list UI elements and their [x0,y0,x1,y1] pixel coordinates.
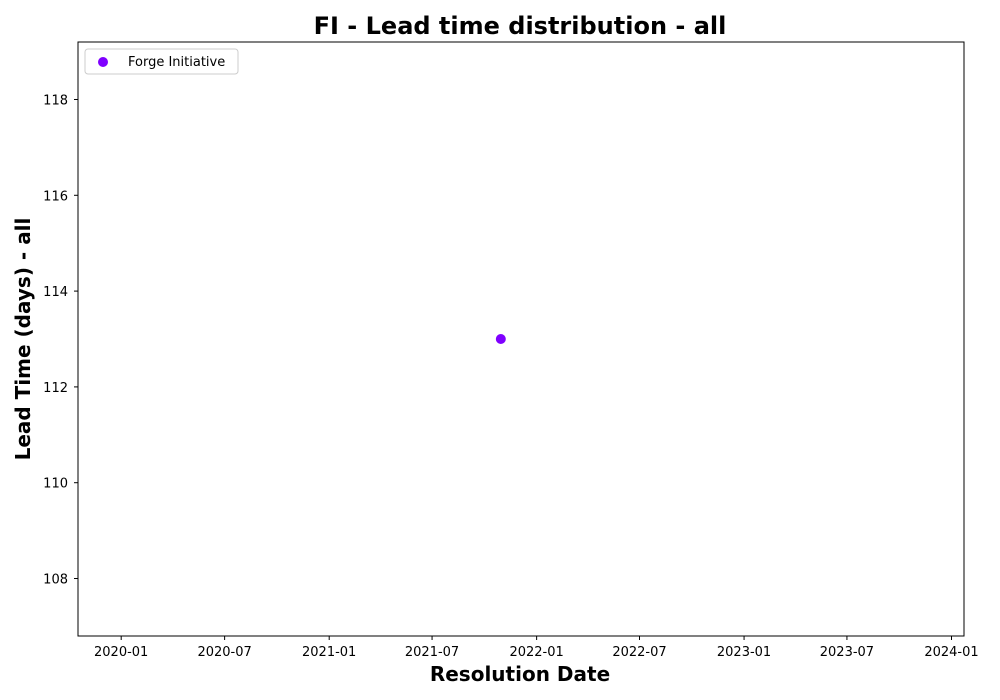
x-axis-ticks: 2020-01 2020-07 2021-01 2021-07 2022-01 2022-… [94,636,979,660]
data-point [495,334,506,344]
x-tick-label: 2021-07 [405,645,459,660]
legend: Forge Initiative [84,48,239,75]
y-axis-ticks: 108 110 112 114 116 118 [43,93,78,588]
chart-title: FI - Lead time distribution - all [314,12,727,40]
scatter-points [495,334,506,344]
x-tick-label: 2024-01 [924,645,978,660]
y-tick-label: 116 [43,189,68,204]
y-axis-label: Lead Time (days) - all [11,218,35,461]
x-tick-label: 2022-07 [612,645,666,660]
legend-marker [98,57,108,67]
x-tick-label: 2020-07 [197,645,251,660]
plot-frame [77,41,965,637]
x-tick-label: 2023-01 [717,645,771,660]
x-axis-label: Resolution Date [430,662,610,686]
legend-box [84,48,239,75]
x-tick-label: 2021-01 [302,645,356,660]
y-tick-label: 108 [43,573,68,588]
legend-label: Forge Initiative [128,55,225,70]
y-tick-label: 110 [43,477,68,492]
x-tick-label: 2023-07 [820,645,874,660]
x-tick-label: 2022-01 [509,645,563,660]
y-tick-label: 112 [43,381,68,396]
y-tick-label: 118 [43,93,68,108]
x-tick-label: 2020-01 [94,645,148,660]
y-tick-label: 114 [43,285,68,300]
